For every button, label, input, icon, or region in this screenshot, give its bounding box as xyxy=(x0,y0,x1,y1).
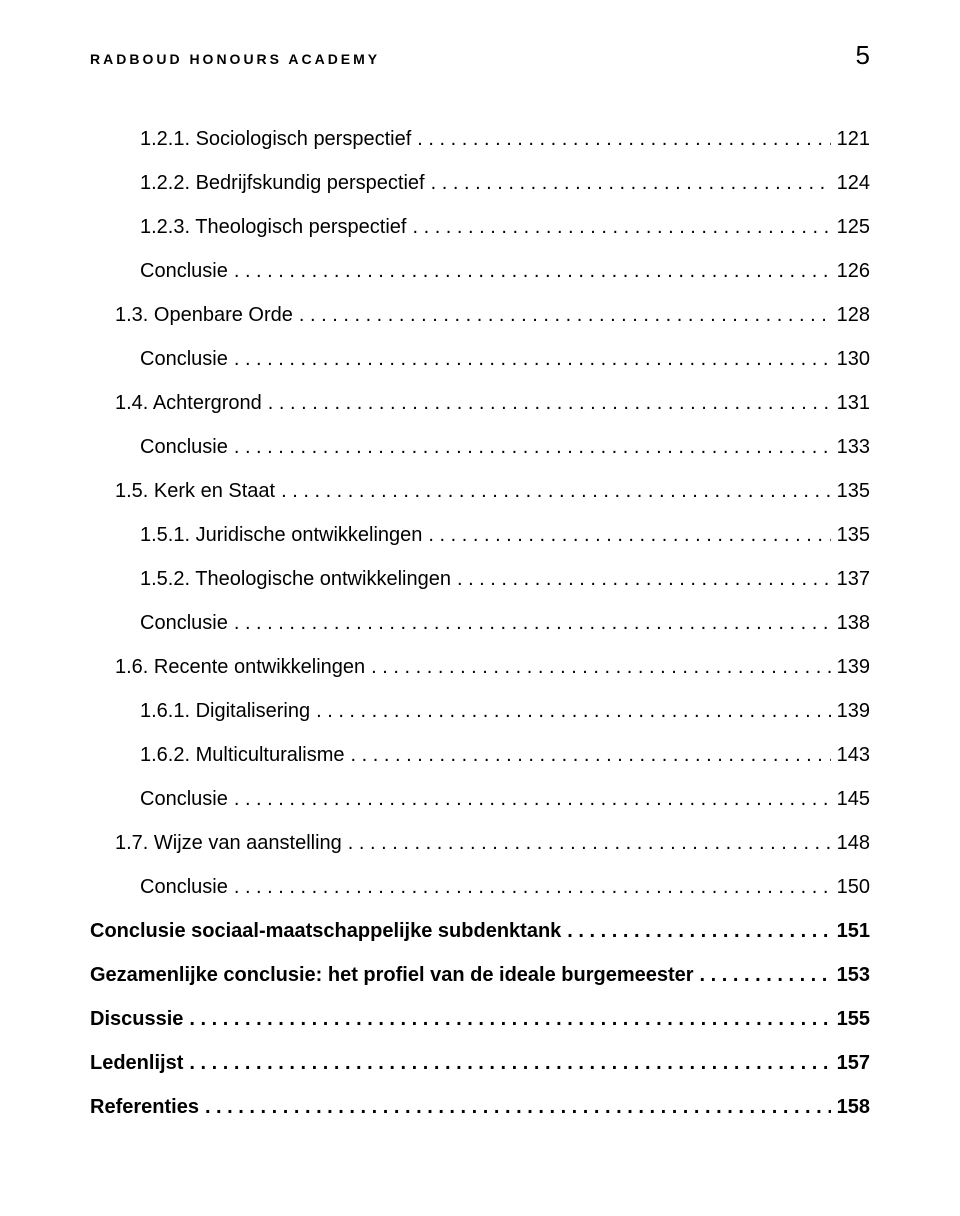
toc-leader: . . . . . . . . . . . . . . . . . . . . … xyxy=(351,743,831,767)
toc-leader: . . . . . . . . . . . . . . . . . . . . … xyxy=(189,1051,830,1075)
toc-label: Conclusie xyxy=(140,347,228,371)
toc-row: Conclusie. . . . . . . . . . . . . . . .… xyxy=(140,435,870,459)
toc-label: Referenties xyxy=(90,1095,199,1119)
toc-page: 151 xyxy=(837,919,870,943)
toc-page: 121 xyxy=(837,127,870,151)
toc-label: 1.6.2. Multiculturalisme xyxy=(140,743,345,767)
toc-row: Conclusie. . . . . . . . . . . . . . . .… xyxy=(140,259,870,283)
table-of-contents: 1.2.1. Sociologisch perspectief . . . . .… xyxy=(90,127,870,1119)
toc-leader: . . . . . . . . . . . . . . . . . . . . … xyxy=(457,567,831,591)
toc-leader: . . . . . . . . . . . . . . . . . . . . … xyxy=(412,215,830,239)
toc-page: 155 xyxy=(837,1007,870,1031)
toc-row: 1.4. Achtergrond. . . . . . . . . . . . … xyxy=(115,391,870,415)
toc-leader: . . . . . . . . . . . . . . . . . . . . … xyxy=(234,787,831,811)
toc-page: 128 xyxy=(837,303,870,327)
toc-row: 1.5. Kerk en Staat. . . . . . . . . . . … xyxy=(115,479,870,503)
toc-page: 137 xyxy=(837,567,870,591)
toc-page: 138 xyxy=(837,611,870,635)
toc-page: 139 xyxy=(837,699,870,723)
toc-row: 1.6. Recente ontwikkelingen. . . . . . .… xyxy=(115,655,870,679)
toc-row: 1.7. Wijze van aanstelling. . . . . . . … xyxy=(115,831,870,855)
toc-row: Conclusie sociaal-maatschappelijke subde… xyxy=(90,919,870,943)
toc-label: 1.3. Openbare Orde xyxy=(115,303,293,327)
toc-row: Discussie. . . . . . . . . . . . . . . .… xyxy=(90,1007,870,1031)
toc-page: 130 xyxy=(837,347,870,371)
toc-leader: . . . . . . . . . . . . . . . . . . . . … xyxy=(316,699,831,723)
toc-label: Conclusie xyxy=(140,611,228,635)
toc-label: Gezamenlijke conclusie: het profiel van … xyxy=(90,963,694,987)
toc-row: 1.3. Openbare Orde. . . . . . . . . . . … xyxy=(115,303,870,327)
toc-label: 1.4. Achtergrond xyxy=(115,391,262,415)
toc-row: 1.6.1. Digitalisering. . . . . . . . . .… xyxy=(140,699,870,723)
toc-leader: . . . . . . . . . . . . . . . . . . . . … xyxy=(234,347,831,371)
toc-row: Ledenlijst. . . . . . . . . . . . . . . … xyxy=(90,1051,870,1075)
toc-leader: . . . . . . . . . . . . . . . . . . . . … xyxy=(189,1007,830,1031)
toc-label: 1.5.2. Theologische ontwikkelingen xyxy=(140,567,451,591)
header-row: RADBOUD HONOURS ACADEMY 5 xyxy=(90,40,870,71)
toc-label: 1.5.1. Juridische ontwikkelingen xyxy=(140,523,422,547)
toc-page: 148 xyxy=(837,831,870,855)
toc-leader: . . . . . . . . . . . . . . . . . . . . … xyxy=(234,435,831,459)
toc-label: 1.2.3. Theologisch perspectief xyxy=(140,215,406,239)
toc-leader: . . . . . . . . . . . . . . . . . . . . … xyxy=(567,919,830,943)
toc-leader: . . . . . . . . . . . . . . . . . . . . … xyxy=(428,523,830,547)
toc-label: Conclusie xyxy=(140,259,228,283)
toc-row: Conclusie. . . . . . . . . . . . . . . .… xyxy=(140,347,870,371)
toc-row: 1.2.2. Bedrijfskundig perspectief. . . .… xyxy=(140,171,870,195)
toc-page: 124 xyxy=(837,171,870,195)
toc-leader: . . . . . . . . . . . . . . . . . . . . … xyxy=(234,875,831,899)
toc-leader: . . . . . . . . . . . . . . . . . . . . … xyxy=(700,963,831,987)
toc-row: Conclusie. . . . . . . . . . . . . . . .… xyxy=(140,875,870,899)
toc-page: 150 xyxy=(837,875,870,899)
toc-leader: . . . . . . . . . . . . . . . . . . . . … xyxy=(268,391,831,415)
toc-leader: . . . . . . . . . . . . . . . . . . . . … xyxy=(299,303,831,327)
toc-row: 1.2.3. Theologisch perspectief. . . . . … xyxy=(140,215,870,239)
toc-leader: . . . . . . . . . . . . . . . . . . . . … xyxy=(371,655,830,679)
page-number: 5 xyxy=(856,40,870,71)
toc-label: Conclusie xyxy=(140,787,228,811)
toc-page: 135 xyxy=(837,479,870,503)
toc-leader: . . . . . . . . . . . . . . . . . . . . … xyxy=(348,831,831,855)
toc-page: 133 xyxy=(837,435,870,459)
toc-page: 143 xyxy=(837,743,870,767)
header-brand: RADBOUD HONOURS ACADEMY xyxy=(90,51,380,67)
toc-row: 1.6.2. Multiculturalisme. . . . . . . . … xyxy=(140,743,870,767)
toc-label: Conclusie sociaal-maatschappelijke subde… xyxy=(90,919,561,943)
toc-row: Gezamenlijke conclusie: het profiel van … xyxy=(90,963,870,987)
toc-label: Ledenlijst xyxy=(90,1051,183,1075)
toc-page: 158 xyxy=(837,1095,870,1119)
toc-label: 1.7. Wijze van aanstelling xyxy=(115,831,342,855)
toc-label: Conclusie xyxy=(140,875,228,899)
toc-label: Discussie xyxy=(90,1007,183,1031)
toc-page: 139 xyxy=(837,655,870,679)
toc-page: 157 xyxy=(837,1051,870,1075)
toc-leader: . . . . . . . . . . . . . . . . . . . . … xyxy=(234,259,831,283)
toc-row: 1.5.2. Theologische ontwikkelingen. . . … xyxy=(140,567,870,591)
toc-row: Referenties. . . . . . . . . . . . . . .… xyxy=(90,1095,870,1119)
toc-leader: . . . . . . . . . . . . . . . . . . . . … xyxy=(281,479,831,503)
toc-page: 135 xyxy=(837,523,870,547)
toc-page: 145 xyxy=(837,787,870,811)
toc-leader: . . . . . . . . . . . . . . . . . . . . … xyxy=(205,1095,831,1119)
toc-row: 1.2.1. Sociologisch perspectief. . . . .… xyxy=(140,127,870,151)
toc-page: 153 xyxy=(837,963,870,987)
toc-leader: . . . . . . . . . . . . . . . . . . . . … xyxy=(234,611,831,635)
toc-label: 1.6. Recente ontwikkelingen xyxy=(115,655,365,679)
toc-row: Conclusie. . . . . . . . . . . . . . . .… xyxy=(140,787,870,811)
toc-label: 1.2.2. Bedrijfskundig perspectief xyxy=(140,171,425,195)
toc-leader: . . . . . . . . . . . . . . . . . . . . … xyxy=(431,171,831,195)
toc-label: 1.2.1. Sociologisch perspectief xyxy=(140,127,411,151)
toc-page: 131 xyxy=(837,391,870,415)
toc-label: Conclusie xyxy=(140,435,228,459)
toc-label: 1.6.1. Digitalisering xyxy=(140,699,310,723)
toc-label: 1.5. Kerk en Staat xyxy=(115,479,275,503)
toc-page: 125 xyxy=(837,215,870,239)
toc-page: 126 xyxy=(837,259,870,283)
toc-row: 1.5.1. Juridische ontwikkelingen. . . . … xyxy=(140,523,870,547)
toc-row: Conclusie. . . . . . . . . . . . . . . .… xyxy=(140,611,870,635)
toc-leader: . . . . . . . . . . . . . . . . . . . . … xyxy=(417,127,830,151)
